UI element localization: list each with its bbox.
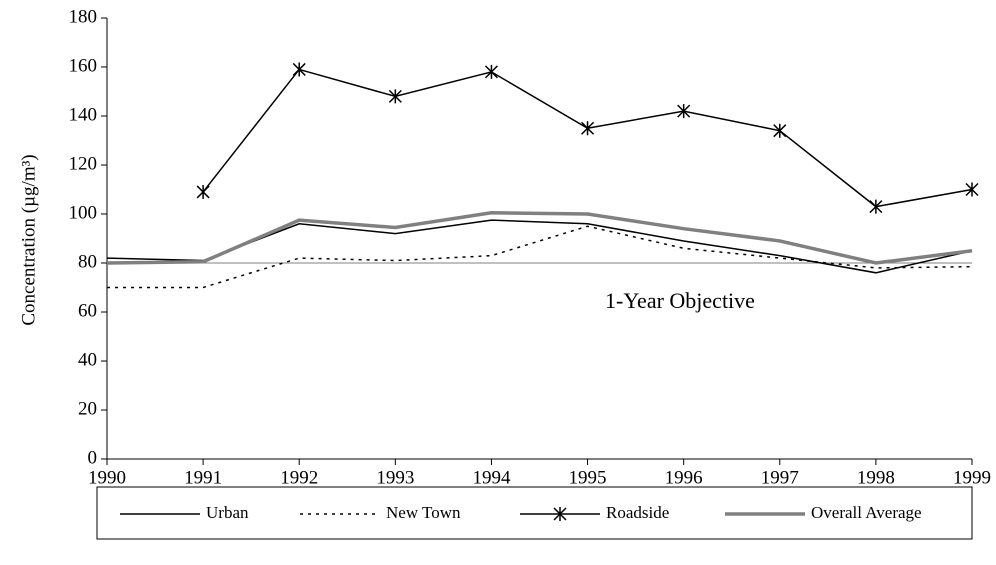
marker xyxy=(773,123,787,138)
y-tick-label: 80 xyxy=(78,251,97,272)
series-line xyxy=(107,225,973,289)
legend-label: New Town xyxy=(386,503,461,522)
marker xyxy=(388,89,402,104)
legend-marker xyxy=(553,507,567,521)
y-tick-label: 120 xyxy=(69,153,98,174)
marker xyxy=(196,184,210,199)
legend-label: Roadside xyxy=(606,503,669,522)
y-tick-label: 140 xyxy=(69,104,98,125)
legend-label: Overall Average xyxy=(811,503,922,522)
x-tick-label: 1992 xyxy=(280,467,318,488)
x-tick-label: 1997 xyxy=(761,467,799,488)
y-tick-label: 40 xyxy=(78,349,97,370)
y-tick-label: 20 xyxy=(78,398,97,419)
y-tick-label: 180 xyxy=(69,6,98,27)
marker xyxy=(581,121,595,136)
legend-box xyxy=(96,486,973,540)
x-tick-label: 1999 xyxy=(953,467,991,488)
marker xyxy=(292,62,306,77)
marker xyxy=(869,199,883,214)
marker xyxy=(965,182,979,197)
y-tick-label: 100 xyxy=(69,202,98,223)
x-tick-label: 1996 xyxy=(665,467,703,488)
series-line xyxy=(202,68,973,208)
objective-label: 1-Year Objective xyxy=(605,288,755,313)
series-line xyxy=(106,211,973,265)
x-tick-label: 1995 xyxy=(569,467,607,488)
marker xyxy=(484,64,498,79)
y-tick-label: 0 xyxy=(88,447,98,468)
x-tick-label: 1991 xyxy=(184,467,222,488)
y-axis-label: Concentration (µg/m³) xyxy=(18,154,39,325)
legend-label: Urban xyxy=(206,503,249,522)
x-tick-label: 1998 xyxy=(857,467,895,488)
y-tick-label: 60 xyxy=(78,300,97,321)
x-tick-label: 1993 xyxy=(376,467,414,488)
x-tick-label: 1994 xyxy=(472,467,511,488)
y-tick-label: 160 xyxy=(69,55,98,76)
x-tick-label: 1990 xyxy=(88,467,126,488)
marker xyxy=(677,104,691,119)
